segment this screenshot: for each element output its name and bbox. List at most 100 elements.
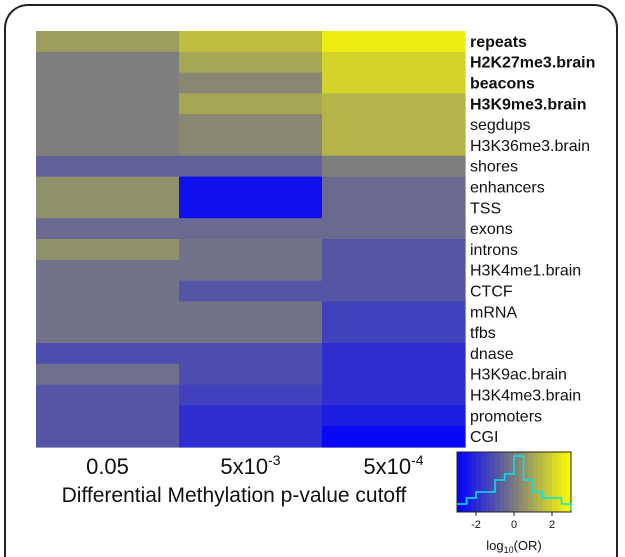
row-label: segdups — [470, 117, 531, 134]
x-axis-title: Differential Methylation p-value cutoff — [62, 484, 407, 507]
color-key-swatch — [480, 452, 486, 512]
heatmap-cell — [322, 343, 466, 365]
row-label: introns — [470, 242, 518, 259]
row-label: H2K27me3.brain — [470, 55, 595, 72]
heatmap-cell — [36, 363, 180, 386]
heatmap-cell — [322, 218, 466, 240]
heatmap-cell — [322, 301, 466, 323]
heatmap-cell — [322, 72, 466, 94]
heatmap-cell — [322, 405, 466, 427]
heatmap-cell — [36, 51, 180, 74]
heatmap-cell — [179, 31, 323, 53]
color-key-swatch — [499, 452, 505, 512]
color-key-title: log10(OR) — [486, 538, 542, 555]
heatmap-cell — [322, 155, 466, 178]
heatmap-cell — [179, 322, 323, 344]
color-key-swatch — [523, 452, 529, 512]
heatmap-cell — [179, 72, 323, 94]
color-key-swatch — [485, 452, 491, 512]
heatmap-cell — [322, 93, 466, 115]
heatmap-cell — [179, 218, 323, 240]
heatmap-cell — [36, 155, 180, 178]
heatmap-cell — [179, 176, 323, 198]
heatmap-cell — [36, 322, 180, 344]
color-key-swatch — [537, 452, 543, 512]
heatmap-cell — [322, 176, 466, 198]
row-label: H3K4me1.brain — [470, 263, 581, 280]
heatmap-cell — [179, 93, 323, 115]
row-label: TSS — [470, 200, 501, 217]
row-label: CTCF — [470, 284, 513, 301]
row-label: enhancers — [470, 180, 545, 197]
color-key-swatch — [476, 452, 482, 512]
heatmap-cell — [322, 239, 466, 261]
color-key-swatch — [490, 452, 496, 512]
heatmap-cell — [36, 218, 180, 240]
row-label: shores — [470, 159, 518, 176]
color-key-swatch — [552, 452, 558, 512]
color-key-swatch — [542, 452, 548, 512]
heatmap-cell — [36, 405, 180, 427]
row-label: H3K9me3.brain — [470, 96, 587, 113]
heatmap-cell — [322, 197, 466, 219]
heatmap-cell — [179, 51, 323, 74]
row-label: exons — [470, 221, 513, 238]
color-key-swatch — [514, 452, 520, 512]
heatmap-cell — [179, 384, 323, 406]
column-label: 0.05 — [86, 454, 129, 479]
heatmap-cell — [322, 384, 466, 406]
row-label: H3K36me3.brain — [470, 138, 590, 155]
heatmap-cell — [322, 426, 466, 448]
column-label: 5x10-4 — [363, 452, 423, 479]
heatmap-cell — [36, 135, 180, 157]
color-key-tick-label: 2 — [549, 519, 555, 531]
heatmap-cell — [322, 280, 466, 302]
heatmap-cell — [36, 259, 180, 282]
color-key-swatch — [461, 452, 467, 512]
heatmap-cell — [36, 301, 180, 323]
color-key-swatch — [556, 452, 562, 512]
heatmap-cell — [36, 176, 180, 198]
color-key-swatch — [528, 452, 534, 512]
heatmap-cell — [179, 114, 323, 136]
color-key-swatch — [561, 452, 567, 512]
heatmap-cell — [36, 93, 180, 115]
color-key-swatch — [518, 452, 524, 512]
row-label: H3K4me3.brain — [470, 388, 581, 405]
heatmap-cell — [179, 135, 323, 157]
color-key-swatch — [566, 452, 572, 512]
color-key-swatch — [495, 452, 501, 512]
row-label: dnase — [470, 346, 514, 363]
color-key-swatch — [533, 452, 539, 512]
color-key-swatch — [547, 452, 553, 512]
row-label: tfbs — [470, 325, 496, 342]
heatmap-cell — [179, 343, 323, 365]
color-key-tick-label: 0 — [511, 519, 517, 531]
color-key-swatch — [509, 452, 515, 512]
color-key-swatch — [471, 452, 477, 512]
heatmap-cell — [179, 280, 323, 302]
heatmap-cell — [36, 114, 180, 136]
heatmap-cell — [36, 197, 180, 219]
heatmap-cell — [322, 114, 466, 136]
heatmap-cell — [179, 426, 323, 448]
heatmap-cell — [179, 239, 323, 261]
color-key-swatch — [504, 452, 510, 512]
row-label: mRNA — [470, 304, 517, 321]
row-label: CGI — [470, 429, 498, 446]
color-key-legend: -2 0 2 log10(OR) — [456, 451, 572, 555]
color-key-tick-label: -2 — [471, 519, 481, 531]
heatmap-cell — [36, 280, 180, 302]
heatmap-cell — [322, 135, 466, 157]
heatmap-cell — [179, 405, 323, 427]
row-label: beacons — [470, 76, 535, 93]
heatmap-cell — [36, 72, 180, 94]
row-labels: repeats H2K27me3.brain beacons H3K9me3.brai… — [470, 34, 595, 446]
heatmap-cell — [322, 322, 466, 344]
heatmap-cell — [36, 384, 180, 406]
heatmap-cell — [179, 197, 323, 219]
column-label: 5x10-3 — [220, 452, 280, 479]
figure-frame — [4, 4, 618, 557]
heatmap-cell — [179, 301, 323, 323]
